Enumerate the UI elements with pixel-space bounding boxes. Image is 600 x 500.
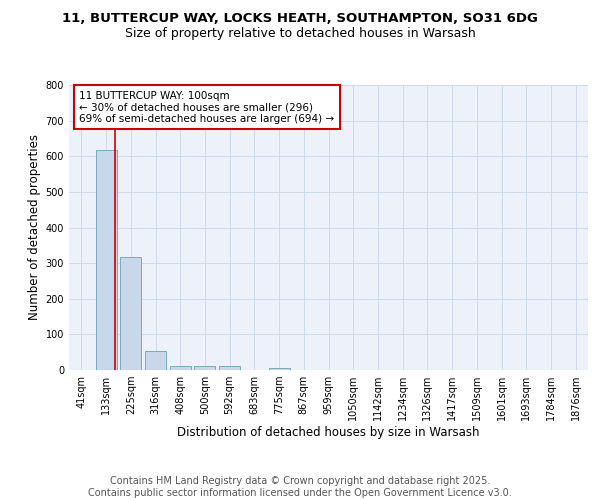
Bar [194, 366, 215, 370]
Bar [145, 352, 166, 370]
Bar [269, 368, 290, 370]
Bar [120, 258, 141, 370]
Text: Size of property relative to detached houses in Warsash: Size of property relative to detached ho… [125, 28, 475, 40]
X-axis label: Distribution of detached houses by size in Warsash: Distribution of detached houses by size … [177, 426, 480, 439]
Bar [170, 366, 191, 370]
Text: 11 BUTTERCUP WAY: 100sqm
← 30% of detached houses are smaller (296)
69% of semi-: 11 BUTTERCUP WAY: 100sqm ← 30% of detach… [79, 90, 335, 124]
Bar [219, 366, 240, 370]
Text: 11, BUTTERCUP WAY, LOCKS HEATH, SOUTHAMPTON, SO31 6DG: 11, BUTTERCUP WAY, LOCKS HEATH, SOUTHAMP… [62, 12, 538, 26]
Text: Contains HM Land Registry data © Crown copyright and database right 2025.
Contai: Contains HM Land Registry data © Crown c… [88, 476, 512, 498]
Bar [95, 150, 116, 370]
Y-axis label: Number of detached properties: Number of detached properties [28, 134, 41, 320]
